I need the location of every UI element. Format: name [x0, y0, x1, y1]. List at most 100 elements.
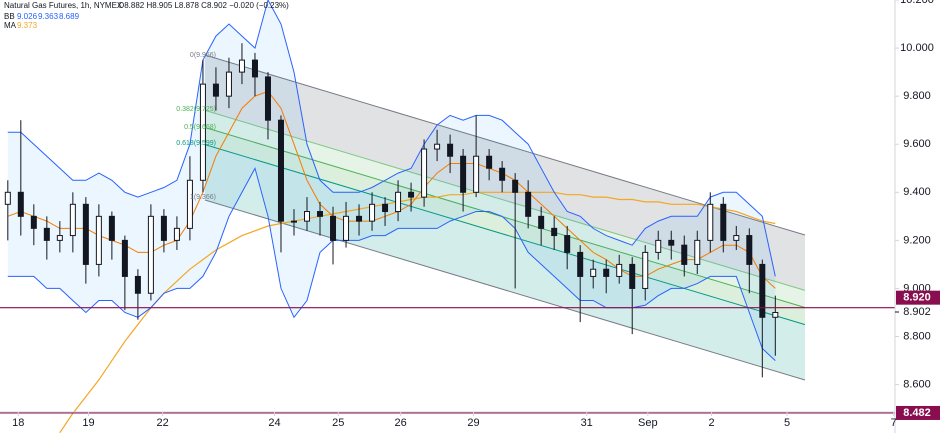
- candle-body: [212, 83, 219, 97]
- y-tick-label: 8.600: [903, 379, 931, 391]
- price-axis: [895, 0, 940, 433]
- candle-body: [590, 268, 597, 277]
- overlay-layer: 0(9.966) 0.382(9.725) 0.5(9.668) 0.618(9.59…: [0, 12, 895, 414]
- candle-body: [290, 220, 297, 223]
- fib-label: 0.382(9.725): [176, 106, 216, 113]
- candle-body: [173, 227, 180, 241]
- candle-body: [421, 148, 428, 198]
- candle-body: [538, 215, 545, 229]
- y-tick-label: 10.000: [900, 42, 934, 54]
- y-tick-label: 10.200: [900, 0, 934, 6]
- header-ohlc: O8.882 H8.905 L8.878 C8.902 −0.020 (−0.2…: [118, 1, 289, 10]
- candle-body: [551, 227, 558, 237]
- candle-body: [82, 203, 89, 265]
- x-tick-label: 19: [82, 417, 94, 429]
- candle-body: [668, 239, 675, 246]
- candle-body: [746, 235, 753, 265]
- candle-body: [395, 191, 402, 213]
- price-label: 8.920: [903, 292, 931, 304]
- candle-body: [225, 71, 232, 97]
- bb-fill: [7, 0, 776, 361]
- candle-body: [147, 215, 154, 294]
- candle-body: [499, 167, 506, 181]
- channel-line: [204, 109, 806, 291]
- price-label: 8.482: [903, 407, 931, 419]
- candle-body: [108, 215, 115, 241]
- indicator-value: 8.689: [59, 12, 80, 21]
- candle-body: [473, 155, 480, 193]
- candle-body: [4, 191, 11, 205]
- axes-layer: 8.6008.8009.0009.2009.4009.6009.80010.00…: [12, 0, 940, 429]
- candle-body: [759, 263, 766, 318]
- candle-body: [512, 179, 519, 193]
- fib-label: 1(9.366): [190, 194, 216, 201]
- indicator-value: 9.026: [17, 12, 38, 21]
- candle-body: [486, 155, 493, 169]
- candle-body: [251, 59, 258, 78]
- x-tick-label: 31: [581, 417, 593, 429]
- candle-body: [199, 83, 206, 181]
- candle-body: [56, 235, 63, 241]
- candle-body: [69, 203, 76, 237]
- price-box: [896, 405, 940, 420]
- channel-zone: [205, 110, 805, 308]
- candle-body: [707, 203, 714, 241]
- candle-body: [277, 119, 284, 222]
- candle-body: [564, 235, 571, 253]
- candle-body: [160, 215, 167, 241]
- x-tick-label: 7: [891, 417, 897, 429]
- candle-body: [629, 263, 636, 289]
- y-tick-label: 9.400: [903, 186, 931, 198]
- candle-body: [447, 143, 454, 157]
- y-tick-label: 9.200: [903, 234, 931, 246]
- x-tick-label: 24: [268, 417, 280, 429]
- candle-body: [304, 211, 311, 222]
- candle-body: [186, 179, 193, 229]
- candle-body: [369, 203, 376, 222]
- price-label: 8.902: [903, 306, 931, 318]
- indicator-label: MA: [4, 21, 17, 30]
- candle-body: [681, 244, 688, 265]
- x-tick-label: 29: [467, 417, 479, 429]
- candle-body: [30, 215, 37, 229]
- x-tick-label: 25: [332, 417, 344, 429]
- x-tick-label: 26: [395, 417, 407, 429]
- bb-lower: [7, 166, 776, 361]
- candle-body: [264, 76, 271, 121]
- channel-zone: [205, 144, 805, 380]
- candle-body: [577, 251, 584, 277]
- candle-body: [525, 191, 532, 217]
- y-tick-label: 8.800: [903, 330, 931, 342]
- candle-body: [642, 251, 649, 289]
- candle-body: [134, 275, 141, 294]
- x-tick-label: 18: [12, 417, 24, 429]
- candle-body: [408, 191, 415, 198]
- candle-body: [655, 239, 662, 253]
- channel-line: [204, 127, 806, 308]
- candle-body: [17, 191, 24, 217]
- x-tick-label: 2: [709, 417, 715, 429]
- fib-label: 0(9.966): [190, 52, 216, 59]
- candle-body: [460, 155, 467, 193]
- candle-body: [694, 239, 701, 265]
- candle-body: [330, 215, 337, 241]
- price-box: [896, 290, 940, 305]
- candle-body: [434, 143, 441, 150]
- candle-body: [603, 268, 610, 277]
- candle-body: [772, 311, 779, 318]
- series-layer: [4, 0, 779, 433]
- fib-label: 0.5(9.668): [184, 124, 216, 131]
- channel-zone: [205, 127, 805, 325]
- candle-body: [43, 227, 50, 241]
- x-tick-label: Sep: [638, 417, 658, 429]
- header-symbol: Natural Gas Futures, 1h, NYMEX: [4, 1, 123, 10]
- candle-body: [238, 59, 245, 73]
- candle-body: [720, 203, 727, 241]
- candle-body: [616, 263, 623, 277]
- bb-upper: [7, 0, 776, 277]
- indicator-label: BB: [4, 12, 15, 21]
- indicator-value: 9.373: [17, 21, 38, 30]
- candle-body: [317, 211, 324, 217]
- candle-body: [733, 235, 740, 241]
